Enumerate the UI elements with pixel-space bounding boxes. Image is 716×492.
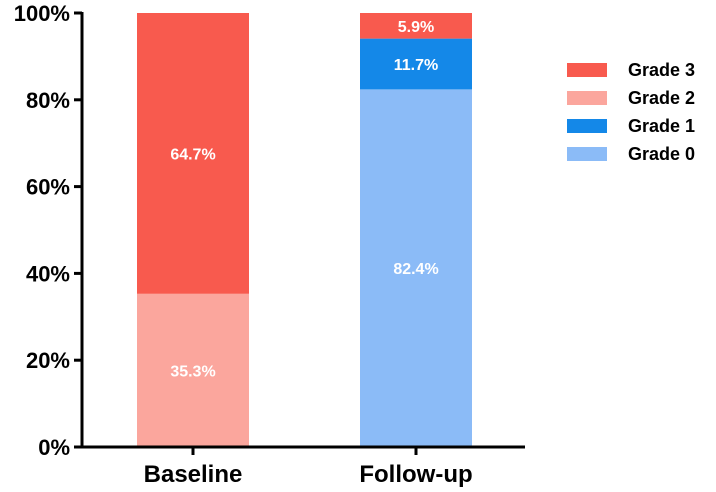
y-tick-label: 0%: [38, 435, 70, 460]
y-tick-label: 100%: [14, 1, 70, 26]
y-tick-label: 80%: [26, 88, 70, 113]
y-tick-label: 40%: [26, 261, 70, 286]
y-axis: 0% 20% 40% 60% 80% 100%: [14, 1, 84, 460]
y-tick-label: 60%: [26, 175, 70, 200]
legend: Grade 3 Grade 2 Grade 1 Grade 0: [567, 60, 695, 164]
x-axis: Baseline Follow-up: [80, 445, 525, 488]
data-label-follow-up-grade-3: 5.9%: [398, 19, 434, 36]
bar-baseline-grade-3: [137, 13, 249, 294]
bar-baseline-grade-2: [137, 293, 249, 447]
bar-group: [137, 13, 472, 447]
legend-label-grade-0: Grade 0: [628, 144, 695, 164]
x-tick-label-baseline: Baseline: [144, 461, 243, 488]
legend-label-grade-1: Grade 1: [628, 116, 695, 136]
legend-swatch-grade-3: [567, 63, 607, 77]
legend-label-grade-3: Grade 3: [628, 60, 695, 80]
bar-follow-up-grade-1: [360, 38, 472, 90]
legend-label-grade-2: Grade 2: [628, 88, 695, 108]
y-tick-label: 20%: [26, 348, 70, 373]
legend-swatch-grade-2: [567, 91, 607, 105]
data-label-follow-up-grade-1: 11.7%: [394, 57, 438, 74]
x-tick-label-follow-up: Follow-up: [359, 461, 472, 488]
bar-follow-up-grade-3: [360, 13, 472, 39]
bar-follow-up-grade-0: [360, 89, 472, 447]
data-label-baseline-grade-2: 35.3%: [170, 363, 215, 380]
legend-swatch-grade-0: [567, 147, 607, 161]
data-label-follow-up-grade-0: 82.4%: [393, 261, 438, 278]
data-label-baseline-grade-3: 64.7%: [170, 146, 215, 163]
legend-swatch-grade-1: [567, 119, 607, 133]
bar-label-group: 35.3% 64.7% 82.4% 11.7% 5.9%: [170, 19, 438, 381]
